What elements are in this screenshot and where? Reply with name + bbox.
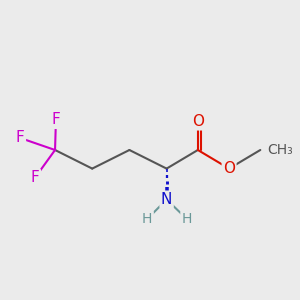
Text: O: O [192,114,204,129]
Text: F: F [16,130,25,146]
Text: CH₃: CH₃ [268,143,293,157]
Text: N: N [161,192,172,207]
Text: H: H [182,212,192,226]
Text: O: O [223,161,235,176]
Text: F: F [52,112,60,128]
Text: H: H [142,212,152,226]
Text: F: F [31,170,40,185]
